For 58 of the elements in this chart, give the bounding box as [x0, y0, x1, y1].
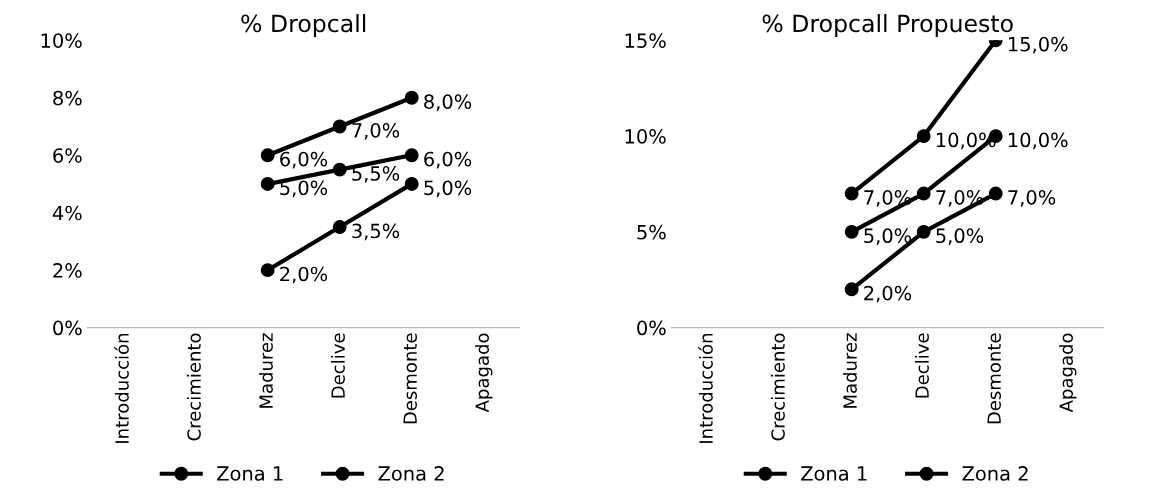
y-tick-label: 10% [41, 33, 82, 48]
legend-label: Zona 2 [378, 466, 444, 481]
legend-label: Zona 1 [801, 466, 867, 481]
data-label: 2,0% [864, 285, 912, 303]
point [260, 263, 275, 278]
point [332, 220, 347, 234]
x-tick-label: Apagado [475, 333, 493, 413]
y-tick-label: 8% [53, 90, 82, 106]
data-label: 2,0% [280, 266, 328, 284]
legend-label: Zona 2 [962, 466, 1028, 481]
x-tick-label: Introducción [698, 334, 713, 443]
point [260, 148, 275, 163]
x-tick-label: Madurez [842, 333, 857, 408]
legend-label: Zona 1 [217, 466, 283, 481]
data-label: 8,0% [424, 94, 472, 111]
data-label: 6,0% [280, 151, 328, 169]
y-tick-label: 10% [625, 129, 666, 144]
point [844, 224, 859, 239]
x-tick-label: Declive [330, 333, 345, 398]
data-label: 10,0% [1008, 132, 1068, 150]
x-tick-label: Declive [914, 333, 929, 398]
data-label: 7,0% [352, 122, 400, 140]
y-tick-label: 5% [637, 224, 666, 240]
point [844, 186, 859, 201]
data-label: 5,0% [864, 228, 912, 246]
point [404, 90, 419, 105]
data-label: 5,0% [280, 180, 328, 198]
point [844, 282, 859, 297]
y-tick-label: 4% [52, 205, 82, 221]
point [404, 148, 419, 163]
data-label: 6,0% [424, 151, 472, 169]
point [404, 177, 419, 191]
chart-title: % Dropcall [241, 14, 366, 37]
point [916, 129, 931, 144]
x-tick-label: Desmonte [987, 333, 1001, 424]
y-tick-label: 2% [53, 263, 82, 278]
point [260, 177, 275, 191]
point [916, 186, 931, 201]
y-tick-label: 0% [637, 320, 666, 336]
x-tick-label: Madurez [258, 333, 273, 408]
point [332, 119, 347, 134]
point [988, 186, 1003, 201]
data-label: 5,0% [936, 228, 984, 246]
x-tick-label: Desmonte [403, 333, 417, 424]
point [332, 162, 347, 177]
data-label: 3,5% [352, 223, 400, 241]
y-tick-label: 15% [625, 33, 666, 48]
data-label: 5,0% [424, 180, 472, 198]
x-tick-label: Introducción [114, 334, 129, 443]
data-label: 15,0% [1008, 36, 1068, 54]
x-tick-label: Crecimiento [770, 333, 785, 441]
x-tick-label: Apagado [1059, 333, 1077, 413]
x-tick-label: Crecimiento [186, 333, 201, 441]
y-tick-label: 0% [53, 320, 82, 336]
point [916, 224, 931, 239]
y-tick-label: 6% [53, 148, 82, 163]
data-label: 7,0% [1008, 190, 1056, 207]
chart-title: % Dropcall Propuesto [762, 14, 1013, 37]
